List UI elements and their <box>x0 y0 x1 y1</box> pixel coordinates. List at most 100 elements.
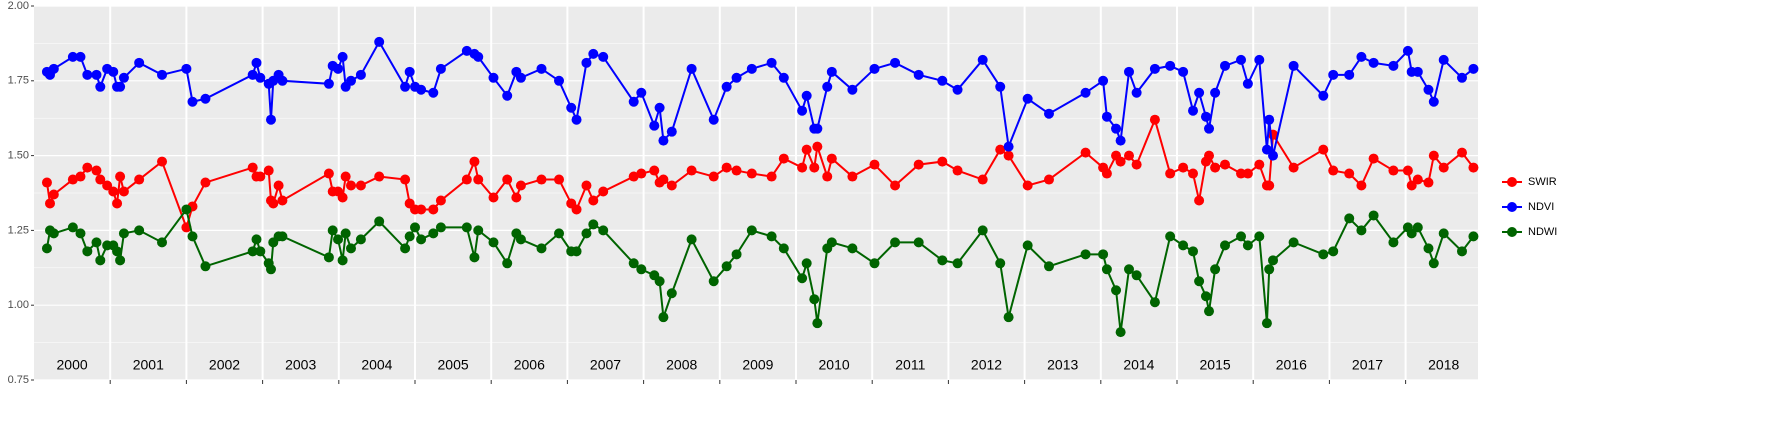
x-tick-label: 2016 <box>1276 357 1307 373</box>
data-point <box>416 204 427 215</box>
data-point <box>588 48 599 59</box>
data-point <box>95 174 106 185</box>
data-point <box>1288 162 1299 173</box>
data-point <box>1043 261 1054 272</box>
data-point <box>1456 246 1467 257</box>
data-point <box>255 246 266 257</box>
data-point <box>255 171 266 182</box>
x-tick-label: 2018 <box>1428 357 1459 373</box>
x-tick-label: 2011 <box>895 357 925 373</box>
data-point <box>797 273 808 284</box>
data-point <box>263 165 274 176</box>
data-point <box>801 258 812 269</box>
x-tick-label: 2014 <box>1123 357 1154 373</box>
data-point <box>801 90 812 101</box>
data-point <box>502 174 513 185</box>
data-point <box>1318 249 1329 260</box>
data-point <box>515 234 526 245</box>
data-point <box>588 219 599 230</box>
data-point <box>1402 165 1413 176</box>
x-tick-label: 2007 <box>590 357 621 373</box>
data-point <box>1388 60 1399 71</box>
data-point <box>1149 297 1160 308</box>
data-point <box>1264 114 1275 125</box>
data-point <box>1412 174 1423 185</box>
data-point <box>1204 306 1215 317</box>
data-point <box>1368 57 1379 68</box>
data-point <box>502 90 513 101</box>
data-point <box>410 222 421 233</box>
data-point <box>686 63 697 74</box>
data-point <box>277 195 288 206</box>
data-point <box>1165 231 1176 242</box>
data-point <box>1328 246 1339 257</box>
legend-key-point <box>1507 202 1517 212</box>
data-point <box>134 225 145 236</box>
data-point <box>1438 54 1449 65</box>
data-point <box>826 237 837 248</box>
data-point <box>115 171 126 182</box>
data-point <box>488 237 499 248</box>
data-point <box>67 222 78 233</box>
data-point <box>1111 285 1122 296</box>
data-point <box>913 69 924 80</box>
y-tick-label: 1.00 <box>8 299 29 311</box>
data-point <box>400 243 411 254</box>
data-point <box>1080 87 1091 98</box>
data-point <box>473 174 484 185</box>
data-point <box>1468 63 1479 74</box>
data-point <box>1261 318 1272 329</box>
data-point <box>1428 96 1439 107</box>
data-point <box>75 171 86 182</box>
data-point <box>337 255 348 266</box>
data-point <box>1178 240 1189 251</box>
data-point <box>1456 147 1467 158</box>
data-point <box>628 96 639 107</box>
data-point <box>952 258 963 269</box>
data-point <box>41 243 52 254</box>
data-point <box>247 162 258 173</box>
data-point <box>157 69 168 80</box>
data-point <box>323 168 334 179</box>
data-point <box>187 231 198 242</box>
data-point <box>995 81 1006 92</box>
data-point <box>778 243 789 254</box>
data-point <box>1456 72 1467 83</box>
data-point <box>461 174 472 185</box>
data-point <box>115 255 126 266</box>
data-point <box>1022 93 1033 104</box>
data-point <box>1344 168 1355 179</box>
x-tick-label: 2012 <box>971 357 1002 373</box>
x-tick-label: 2000 <box>57 357 88 373</box>
data-point <box>1204 123 1215 134</box>
data-point <box>1242 240 1253 251</box>
data-point <box>1318 90 1329 101</box>
data-point <box>355 180 366 191</box>
data-point <box>797 162 808 173</box>
data-point <box>251 57 262 68</box>
data-point <box>115 81 126 92</box>
data-point <box>746 168 757 179</box>
data-point <box>118 72 129 83</box>
data-point <box>435 63 446 74</box>
data-point <box>666 288 677 299</box>
data-point <box>473 225 484 236</box>
x-tick-label: 2017 <box>1352 357 1383 373</box>
data-point <box>1178 66 1189 77</box>
data-point <box>1022 180 1033 191</box>
data-point <box>112 246 123 257</box>
data-point <box>1344 69 1355 80</box>
data-point <box>67 174 78 185</box>
data-point <box>118 228 129 239</box>
legend-key-point <box>1507 177 1517 187</box>
data-point <box>1254 54 1265 65</box>
data-point <box>1124 264 1135 275</box>
data-point <box>686 234 697 245</box>
data-point <box>1003 141 1014 152</box>
x-tick-label: 2013 <box>1047 357 1078 373</box>
data-point <box>937 156 948 167</box>
data-point <box>48 189 59 200</box>
x-tick-label: 2002 <box>209 357 240 373</box>
data-point <box>1236 168 1247 179</box>
data-point <box>1254 159 1265 170</box>
